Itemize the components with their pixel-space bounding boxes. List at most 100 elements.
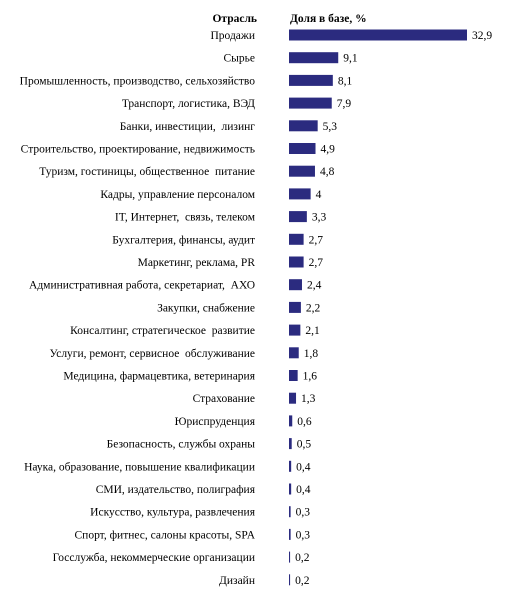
bar [289, 52, 339, 64]
bar-row: Маркетинг, реклама, PR 2,7 [138, 256, 324, 269]
bar-row: Дизайн 0,2 [219, 574, 310, 587]
value-label: 0,2 [295, 575, 310, 587]
category-column-header: Отрасль [212, 13, 257, 25]
bar [289, 551, 291, 563]
bar [289, 438, 292, 450]
value-label: 2,1 [305, 325, 320, 337]
value-label: 1,6 [303, 371, 318, 383]
value-label: 4 [316, 189, 322, 201]
bar [289, 256, 304, 268]
category-label: СМИ, издательство, полиграфия [96, 484, 256, 496]
category-label: Услуги, ремонт, сервисное обслуживание [49, 348, 255, 360]
category-label: Дизайн [219, 575, 255, 587]
category-label: Спорт, фитнес, салоны красоты, SPA [75, 529, 256, 541]
bar-row: Услуги, ремонт, сервисное обслуживание 1,… [49, 347, 318, 360]
category-label: Бухгалтерия, финансы, аудит [112, 234, 255, 246]
category-label: Кадры, управление персоналом [100, 189, 255, 201]
value-label: 2,7 [309, 234, 324, 246]
value-label: 8,1 [338, 75, 353, 87]
value-label: 0,4 [296, 461, 311, 473]
value-label: 7,9 [337, 98, 352, 110]
bar [289, 143, 316, 154]
bar [289, 415, 293, 427]
bar-row: Спорт, фитнес, салоны красоты, SPA 0,3 [75, 528, 311, 541]
bar [289, 120, 318, 132]
bar-row: Медицина, фармацевтика, ветеринария 1,6 [63, 370, 317, 383]
bar [289, 188, 311, 200]
bar-row: Страхование 1,3 [193, 392, 316, 405]
bar [289, 528, 291, 540]
bar [289, 211, 307, 223]
bar [289, 460, 292, 472]
bar [289, 347, 299, 359]
category-label: Строительство, проектирование, недвижимо… [21, 144, 255, 156]
bar-row: Административная работа, секретариат, АХ… [29, 279, 322, 292]
bar [289, 483, 292, 495]
bar [289, 392, 297, 404]
value-label: 0,3 [296, 507, 311, 519]
bar-row: Закупки, снабжение 2,2 [157, 301, 321, 314]
bar [289, 97, 332, 109]
value-label: 4,8 [320, 166, 335, 178]
category-label: Консалтинг, стратегическое развитие [70, 325, 255, 337]
bar-row: IT, Интернет, связь, телеком 3,3 [115, 211, 327, 224]
category-label: Закупки, снабжение [157, 302, 255, 314]
category-label: Искусство, культура, развлечения [90, 507, 256, 519]
bar-row: Транспорт, логистика, ВЭД 7,9 [122, 97, 352, 110]
bar-row: Наука, образование, повышение квалификац… [24, 460, 311, 473]
value-label: 32,9 [472, 30, 492, 42]
category-label: Административная работа, секретариат, АХ… [29, 280, 255, 292]
bar-row: Строительство, проектирование, недвижимо… [21, 143, 335, 156]
value-label: 1,3 [301, 393, 316, 405]
bar [289, 165, 315, 177]
category-label: Юриспруденция [175, 416, 256, 428]
category-label: Промышленность, производство, сельхозяйс… [20, 75, 256, 87]
bar-row: Бухгалтерия, финансы, аудит 2,7 [112, 233, 324, 246]
category-label: Страхование [193, 393, 255, 405]
bar [289, 279, 302, 291]
bar-row: Безопасность, службы охраны 0,5 [107, 438, 312, 451]
value-label: 2,7 [309, 257, 324, 269]
bar-row: Банки, инвестиции, лизинг 5,3 [120, 120, 338, 133]
category-label: Продажи [210, 30, 255, 42]
bars-layer: Продажи 32,9 Сырье 9,1 Промышленность, произ… [20, 29, 492, 587]
bar-row: Консалтинг, стратегическое развитие 2,1 [70, 324, 320, 337]
value-label: 3,3 [312, 212, 327, 224]
category-label: Туризм, гостиницы, общественное питание [39, 166, 255, 178]
bar-row: Туризм, гостиницы, общественное питание 4… [39, 165, 335, 178]
bar-row: Кадры, управление персоналом 4 [100, 188, 322, 201]
bar [289, 506, 291, 518]
category-label: Сырье [224, 53, 256, 65]
value-label: 2,4 [307, 280, 322, 292]
value-column-header: Доля в базе, % [290, 13, 367, 25]
value-label: 0,5 [297, 439, 312, 451]
bar [289, 301, 301, 313]
bar-row: Сырье 9,1 [224, 52, 358, 65]
category-label: Безопасность, службы охраны [107, 439, 256, 451]
bar [289, 324, 301, 336]
category-label: Транспорт, логистика, ВЭД [122, 98, 255, 110]
value-label: 5,3 [323, 121, 338, 133]
category-label: Госслужба, некоммерческие организации [53, 552, 255, 564]
bar [289, 233, 304, 245]
value-label: 9,1 [343, 53, 358, 65]
value-label: 0,2 [295, 552, 310, 564]
value-label: 0,3 [296, 529, 311, 541]
bar-row: Искусство, культура, развлечения 0,3 [90, 506, 310, 519]
bar-row: СМИ, издательство, полиграфия 0,4 [96, 483, 311, 496]
category-label: Наука, образование, повышение квалификац… [24, 461, 255, 473]
bar [289, 370, 298, 381]
category-label: Банки, инвестиции, лизинг [120, 121, 256, 133]
category-label: Маркетинг, реклама, PR [138, 257, 256, 269]
category-label: Медицина, фармацевтика, ветеринария [63, 371, 255, 383]
bar-row: Продажи 32,9 [210, 29, 492, 42]
category-label: IT, Интернет, связь, телеком [115, 212, 256, 224]
value-label: 4,9 [321, 144, 336, 156]
value-label: 0,4 [296, 484, 311, 496]
value-label: 1,8 [304, 348, 319, 360]
value-label: 0,6 [297, 416, 312, 428]
bar [289, 574, 291, 586]
bar-row: Юриспруденция 0,6 [175, 415, 312, 428]
bar [289, 29, 467, 41]
bar-row: Промышленность, производство, сельхозяйс… [20, 74, 353, 87]
